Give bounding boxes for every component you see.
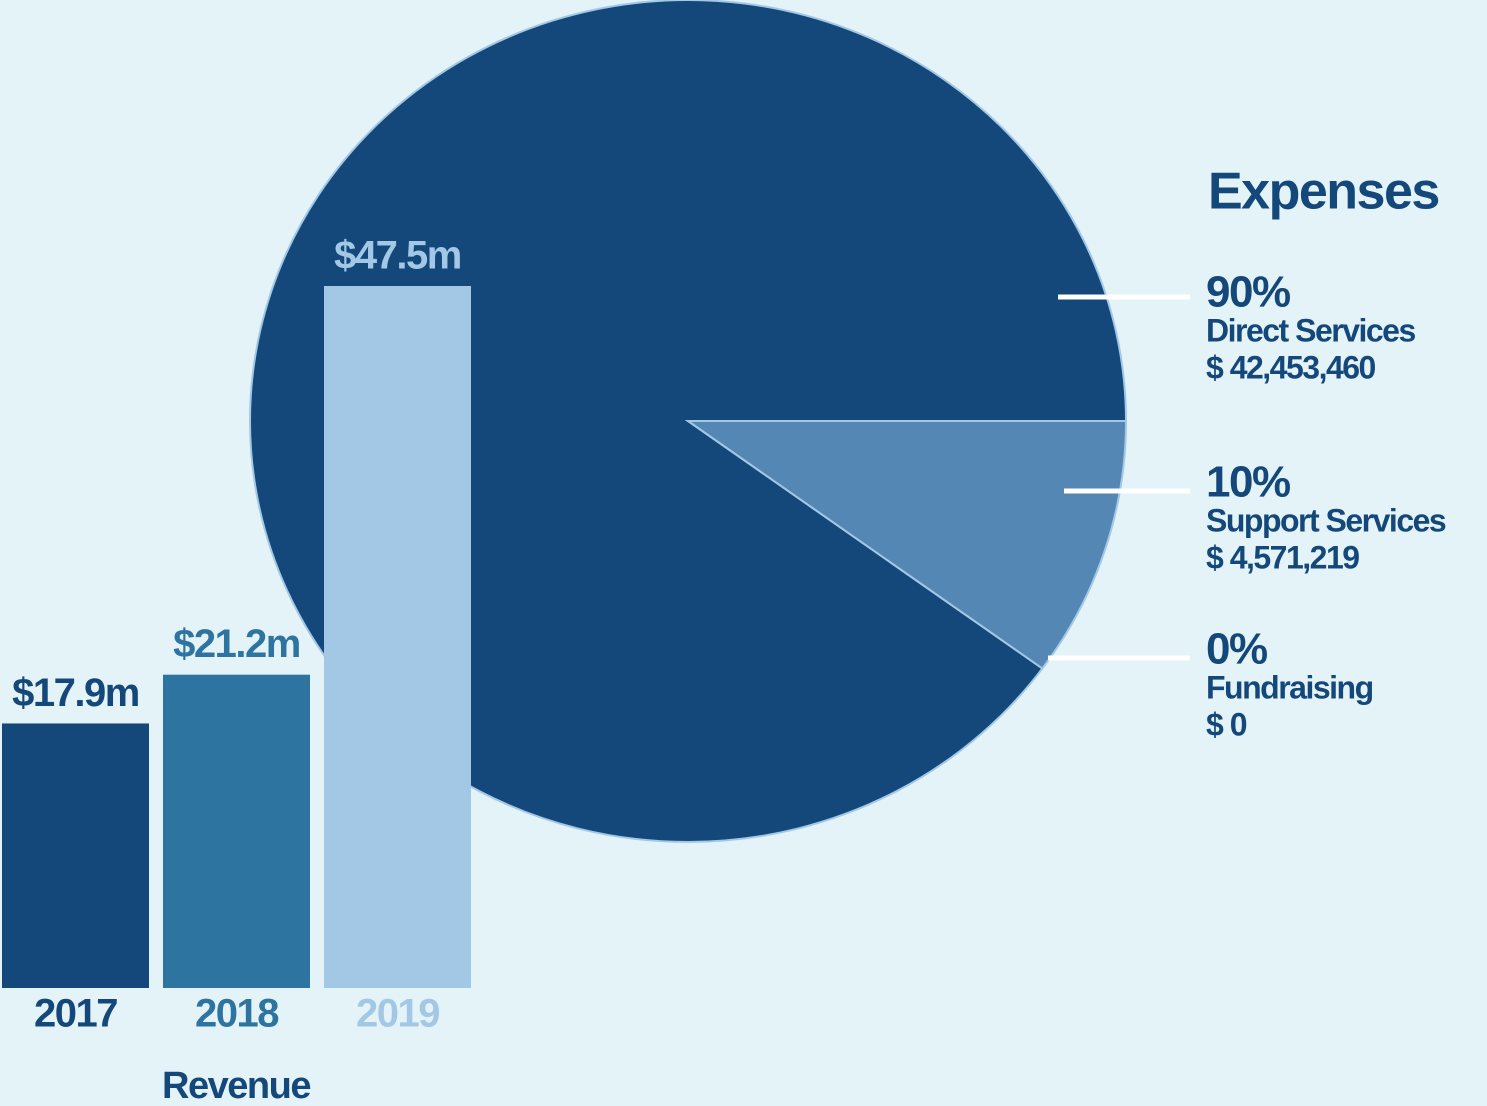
bar-value-label: $21.2m [173, 622, 300, 666]
bar-chart: $17.9m 2017 $21.2m 2018 $47.5m 2019 [2, 234, 471, 1036]
slice-percent: 90% [1206, 268, 1290, 317]
bar [2, 723, 149, 988]
slice-amount: $ 4,571,219 [1206, 539, 1359, 575]
slice-percent: 10% [1206, 458, 1290, 507]
slice-name: Fundraising [1206, 669, 1373, 705]
bar-title: Revenue [162, 1065, 310, 1106]
bar [163, 674, 310, 988]
slice-name: Support Services [1206, 502, 1446, 538]
x-tick-label: 2018 [195, 992, 279, 1036]
bar-value-label: $17.9m [12, 671, 139, 715]
x-tick-label: 2017 [34, 992, 117, 1036]
pie-title: Expenses [1208, 163, 1439, 221]
pie-slice [684, 420, 1128, 670]
slice-amount: $ 0 [1206, 706, 1247, 742]
slice-name: Direct Services [1206, 312, 1415, 348]
x-tick-label: 2019 [356, 992, 439, 1036]
bar-value-label: $47.5m [334, 234, 461, 278]
slice-percent: 0% [1206, 625, 1267, 674]
bar [324, 286, 471, 988]
slice-amount: $ 42,453,460 [1206, 349, 1376, 385]
